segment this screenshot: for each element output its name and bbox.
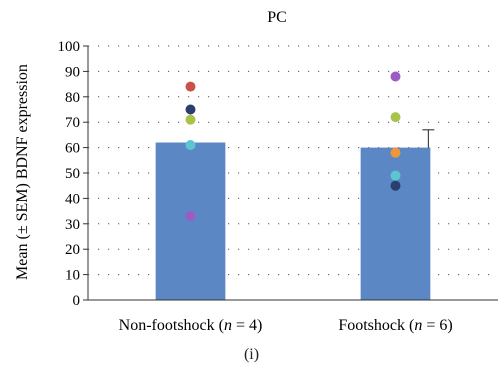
y-tick-label: 20 bbox=[65, 242, 80, 258]
y-tick-label: 50 bbox=[65, 166, 80, 182]
y-tick-label: 0 bbox=[73, 293, 81, 309]
data-point bbox=[185, 114, 196, 125]
bar-1 bbox=[360, 147, 431, 300]
bars bbox=[155, 142, 431, 300]
x-category-label: Footshock (n = 6) bbox=[338, 317, 452, 334]
y-tick-label: 40 bbox=[65, 191, 80, 207]
y-tick-label: 30 bbox=[65, 217, 80, 233]
data-point bbox=[390, 147, 401, 158]
data-points bbox=[185, 71, 401, 222]
data-point bbox=[390, 180, 401, 191]
figure-caption: (i) bbox=[243, 346, 260, 363]
y-tick-label: 10 bbox=[65, 268, 80, 284]
y-tick-label: 60 bbox=[65, 141, 80, 157]
x-category-label: Non-footshock (n = 4) bbox=[119, 317, 263, 334]
y-tick-label: 70 bbox=[65, 115, 80, 131]
x-axis-category-labels: Non-footshock (n = 4) Footshock (n = 6) bbox=[119, 317, 453, 334]
data-point bbox=[185, 211, 196, 222]
bar-0 bbox=[155, 142, 226, 300]
y-axis-label: Mean (± SEM) BDNF expression bbox=[14, 64, 31, 280]
bdnf-bar-chart: PC Mean (± SEM) BDNF expression 0 10 20 30 4… bbox=[14, 9, 498, 334]
data-point bbox=[390, 170, 401, 181]
chart-title: PC bbox=[267, 9, 287, 26]
data-point bbox=[185, 140, 196, 151]
y-tick-label: 80 bbox=[65, 90, 80, 106]
gridlines bbox=[88, 45, 498, 276]
y-tick-label: 90 bbox=[65, 64, 80, 80]
data-point bbox=[185, 81, 196, 92]
y-axis-ticks: 0 10 20 30 40 50 60 70 80 90 100 bbox=[58, 39, 88, 309]
data-point bbox=[185, 104, 196, 115]
data-point bbox=[390, 112, 401, 123]
data-point bbox=[390, 71, 401, 82]
y-tick-label: 100 bbox=[58, 39, 81, 55]
error-bars bbox=[422, 129, 435, 148]
